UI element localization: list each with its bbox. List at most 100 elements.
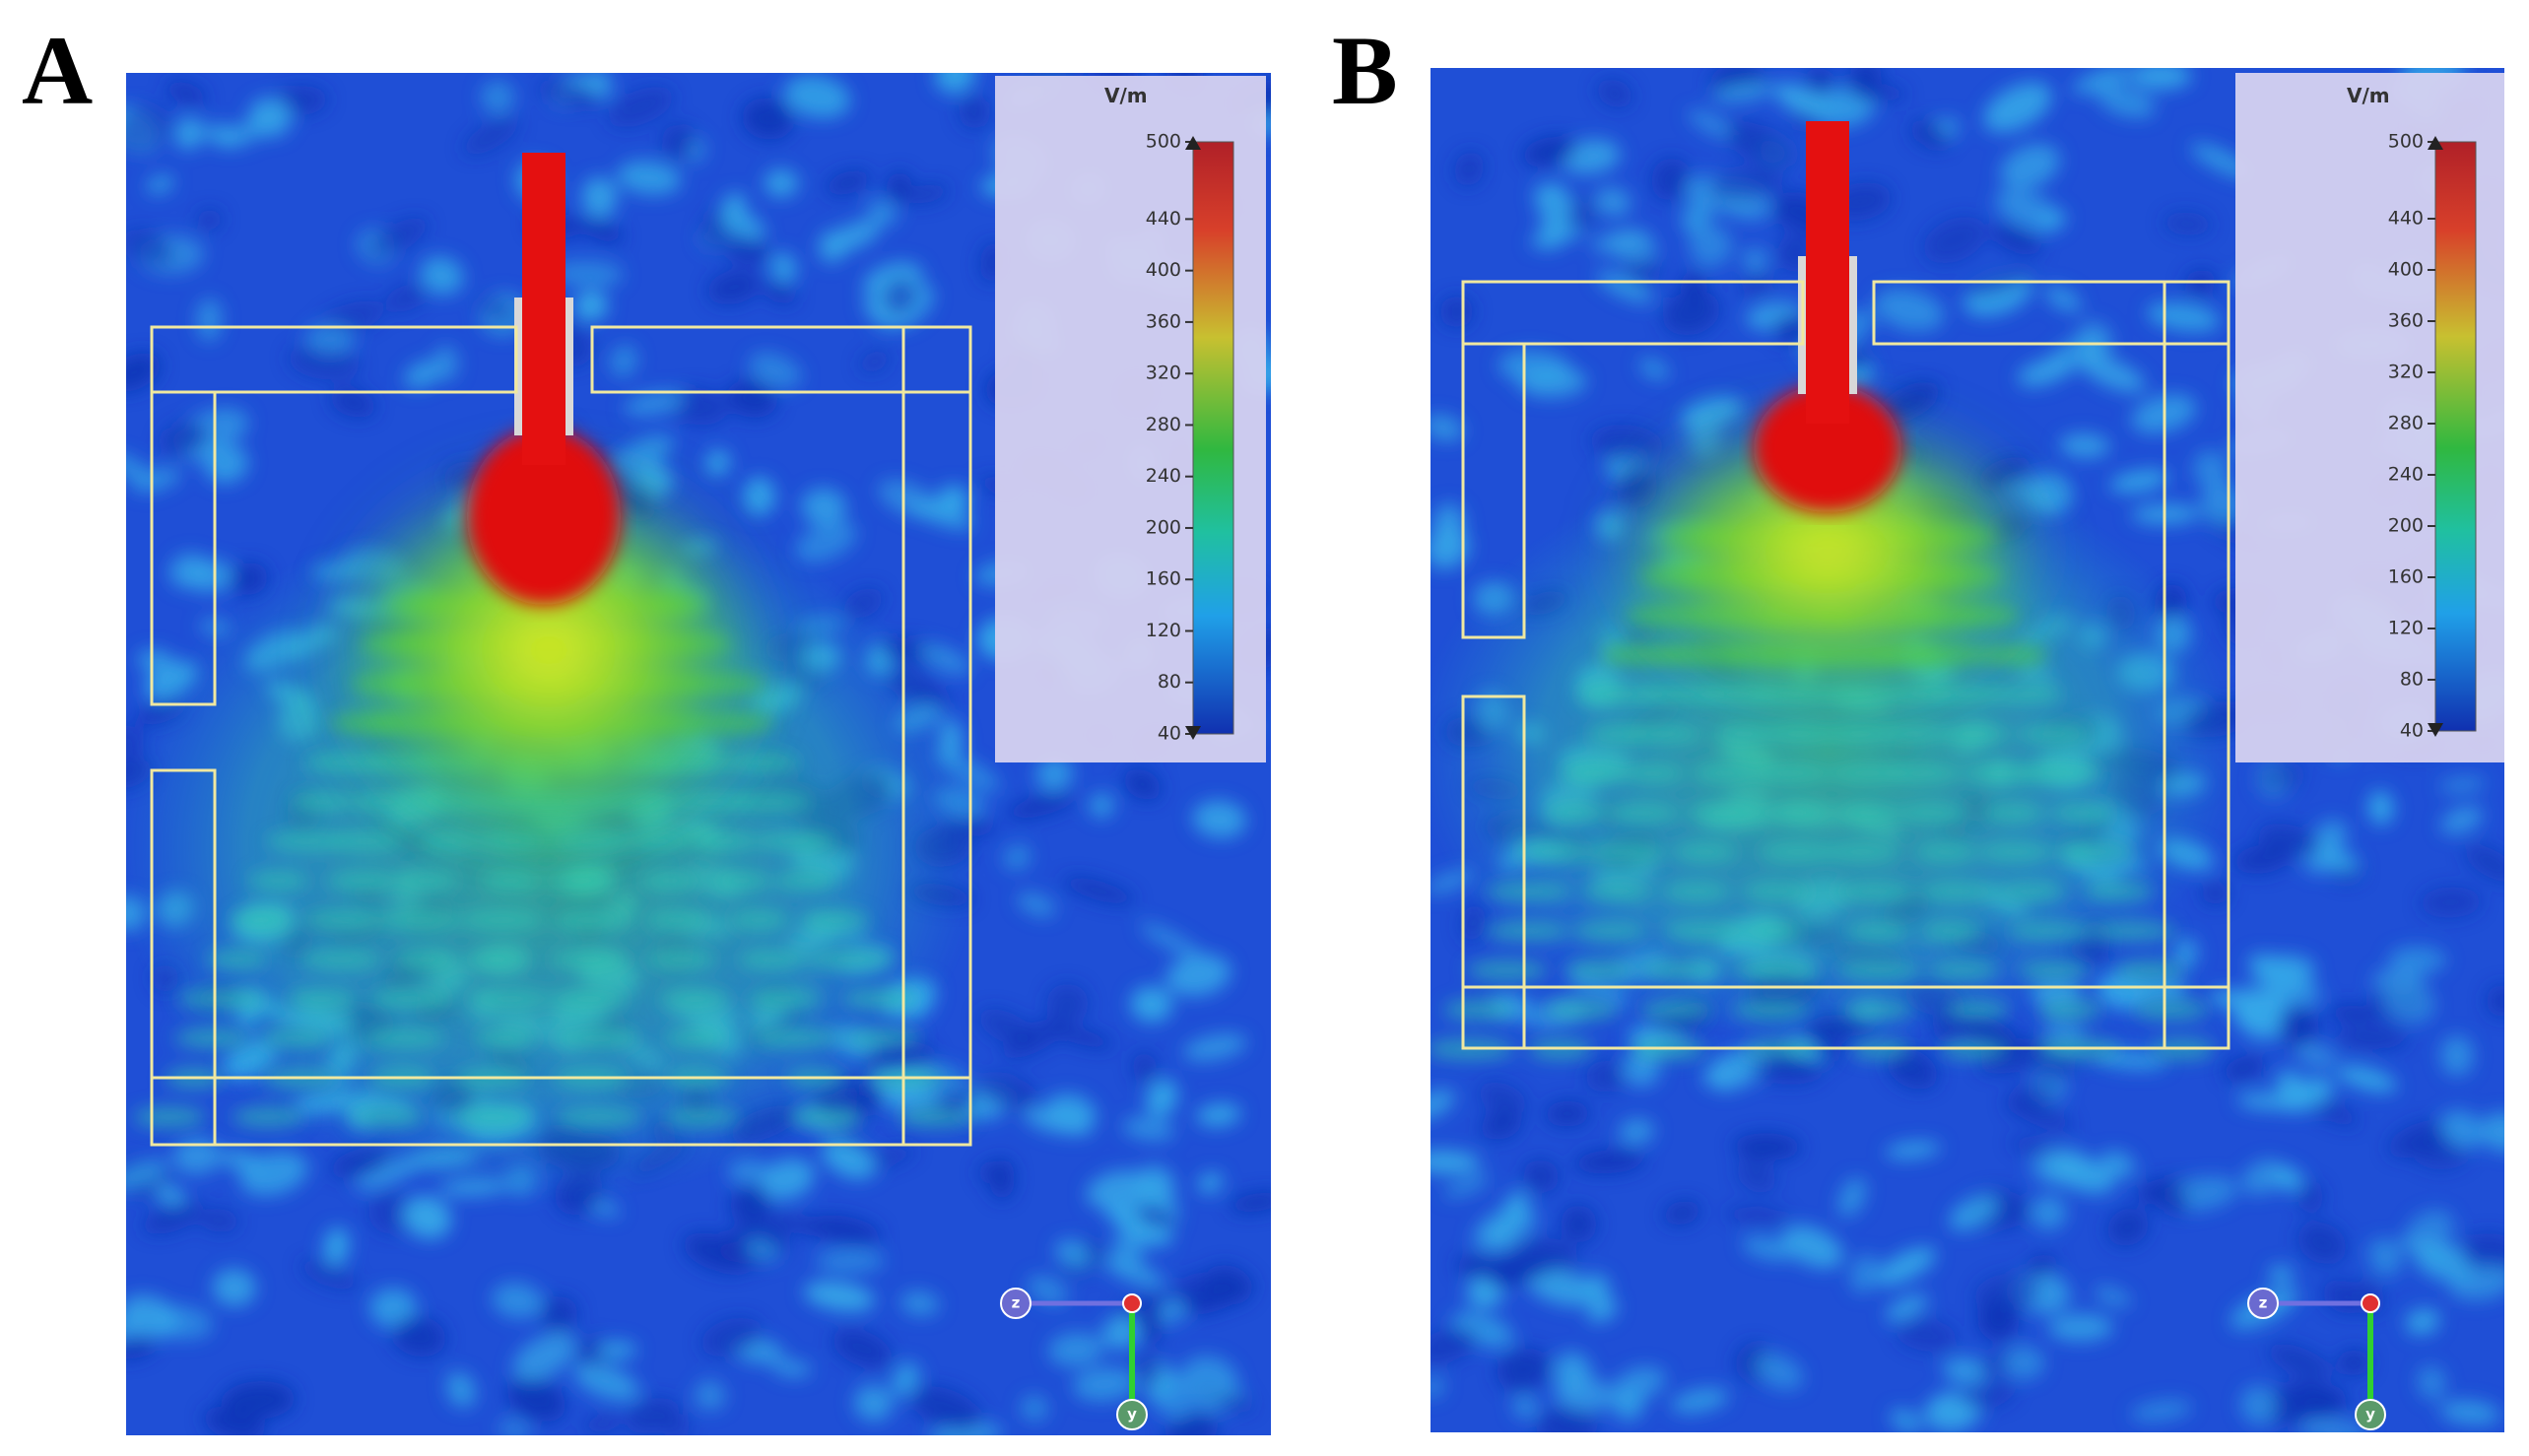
field-blob bbox=[1681, 200, 1711, 235]
field-stripe bbox=[554, 1028, 640, 1048]
field-blob bbox=[718, 208, 766, 240]
field-stripe bbox=[1744, 921, 1804, 941]
field-blob bbox=[1949, 1194, 1999, 1231]
field-blob bbox=[2044, 285, 2083, 312]
field-blob bbox=[959, 96, 990, 129]
colorbar-tick-label: 320 bbox=[2388, 362, 2424, 383]
field-blob bbox=[1897, 1318, 1958, 1353]
field-stripe bbox=[753, 1028, 839, 1048]
colorbar-arrow bbox=[1185, 136, 1201, 150]
field-blob bbox=[367, 218, 429, 257]
field-blob bbox=[1086, 1170, 1151, 1210]
field-blob bbox=[212, 1269, 256, 1307]
field-stripe bbox=[2089, 921, 2177, 941]
field-blob bbox=[248, 98, 293, 137]
field-red bbox=[467, 428, 621, 605]
field-stripe bbox=[552, 910, 626, 930]
field-stripe bbox=[1840, 1000, 1913, 1020]
field-stripe bbox=[1920, 921, 1981, 941]
field-blob bbox=[707, 269, 762, 305]
field-stripe bbox=[1662, 921, 1748, 941]
field-blob bbox=[1807, 68, 1833, 95]
panel-label: A bbox=[22, 16, 93, 125]
field-stripe bbox=[664, 1028, 725, 1048]
field-blob bbox=[540, 1295, 578, 1333]
field-stripe bbox=[1466, 960, 1548, 980]
field-blob bbox=[1739, 273, 1774, 295]
field-stripe bbox=[1686, 803, 1764, 823]
structure-outline bbox=[150, 390, 217, 706]
field-blob bbox=[126, 353, 161, 392]
field-blob bbox=[748, 352, 802, 389]
field-stripe bbox=[1764, 724, 1835, 744]
field-blob bbox=[2439, 806, 2484, 834]
field-stripe bbox=[1442, 1000, 1516, 1020]
field-stripe bbox=[2050, 803, 2113, 823]
colorbar-tick-label: 160 bbox=[2388, 566, 2424, 588]
field-blob bbox=[2000, 144, 2060, 190]
field-stripe bbox=[1928, 960, 2000, 980]
field-blob bbox=[1885, 1141, 1941, 1159]
field-stripe bbox=[453, 1107, 531, 1127]
field-blob bbox=[367, 1191, 414, 1234]
field-stripe bbox=[550, 989, 629, 1009]
field-blob bbox=[2395, 1236, 2468, 1261]
field-blob bbox=[2059, 433, 2110, 458]
field-blob bbox=[579, 219, 624, 242]
field-stripe bbox=[1930, 685, 2005, 704]
field-blob bbox=[392, 1316, 446, 1357]
field-blob bbox=[1990, 224, 2042, 255]
field-blob bbox=[2439, 1400, 2500, 1425]
field-blob bbox=[2258, 762, 2302, 792]
field-blob bbox=[1753, 1353, 1804, 1390]
field-blob bbox=[1585, 1060, 1627, 1092]
field-blob bbox=[617, 161, 682, 195]
field-blob bbox=[2438, 776, 2486, 794]
field-stripe bbox=[1581, 842, 1667, 862]
panel-label: B bbox=[1332, 16, 1398, 125]
field-blob bbox=[977, 1161, 1006, 1184]
field-stripe bbox=[1880, 724, 1950, 744]
field-blob bbox=[1725, 121, 1795, 167]
field-stripe bbox=[1516, 842, 1590, 862]
field-blob bbox=[1051, 1026, 1114, 1049]
field-blob bbox=[2193, 450, 2230, 491]
field-blob bbox=[609, 344, 638, 378]
field-stripe bbox=[173, 1028, 249, 1048]
field-hot bbox=[322, 453, 775, 847]
field-blob bbox=[661, 123, 696, 160]
field-stripe bbox=[1897, 803, 1967, 823]
field-stripe bbox=[555, 1107, 642, 1127]
field-blob bbox=[2277, 1006, 2319, 1048]
field-stripe bbox=[842, 989, 916, 1009]
field-stripe bbox=[1837, 960, 1922, 980]
field-stripe bbox=[2015, 763, 2103, 783]
field-blob bbox=[578, 297, 609, 322]
field-blob bbox=[2096, 972, 2152, 1010]
field-blob bbox=[2239, 1385, 2279, 1425]
field-blob bbox=[146, 175, 174, 194]
field-blob bbox=[760, 1158, 815, 1200]
field-blob bbox=[2388, 946, 2447, 973]
field-blob bbox=[2336, 1065, 2398, 1092]
field-blob bbox=[1135, 1165, 1174, 1202]
colorbar-tick-label: 120 bbox=[1146, 620, 1181, 641]
field-blob bbox=[572, 1362, 639, 1402]
field-blob bbox=[1020, 1395, 1049, 1422]
field-stripe bbox=[711, 871, 772, 891]
field-blob bbox=[1460, 903, 1486, 942]
field-blob bbox=[1518, 366, 1588, 398]
colorbar-tick-label: 500 bbox=[2388, 131, 2424, 153]
field-blob bbox=[821, 1139, 876, 1179]
field-blob bbox=[1121, 1116, 1175, 1142]
axis-badge bbox=[1000, 1288, 1032, 1319]
field-blob bbox=[1134, 1352, 1162, 1388]
field-blob bbox=[1165, 1413, 1219, 1435]
field-blob bbox=[1594, 187, 1631, 217]
field-blob bbox=[764, 1213, 836, 1236]
field-blob bbox=[369, 1288, 417, 1328]
field-stripe bbox=[1749, 763, 1831, 783]
field-blob bbox=[1523, 1159, 1560, 1193]
field-blob bbox=[1055, 1239, 1093, 1269]
